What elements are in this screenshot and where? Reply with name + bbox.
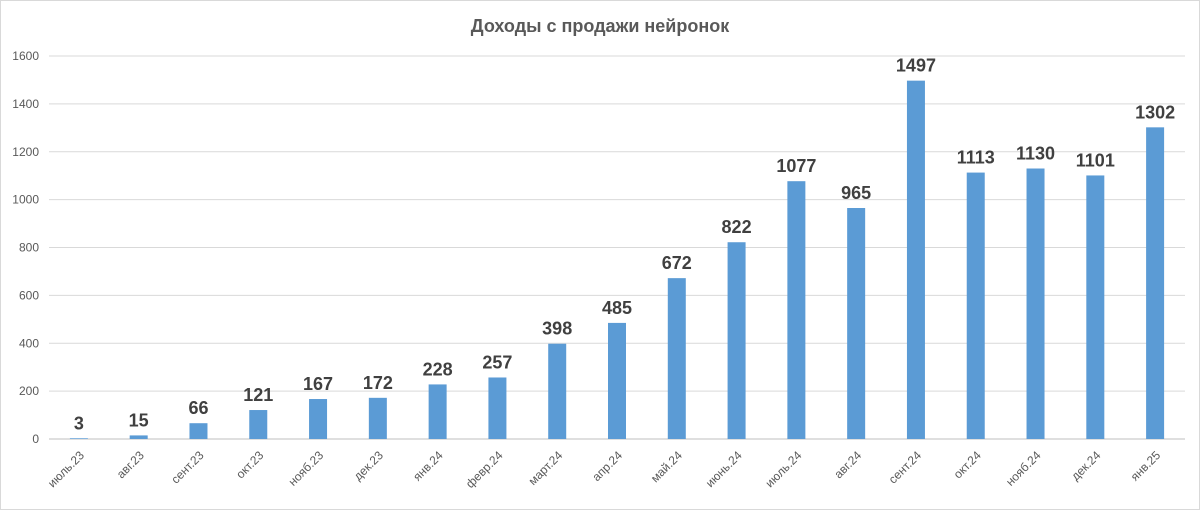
bar bbox=[249, 410, 268, 439]
x-tick-label: апр.24 bbox=[589, 448, 625, 484]
x-tick-label: июнь.24 bbox=[703, 448, 745, 490]
y-tick-label: 200 bbox=[19, 384, 39, 398]
bar bbox=[847, 208, 866, 439]
data-label: 485 bbox=[602, 298, 632, 318]
x-tick-label: июль.23 bbox=[45, 448, 87, 490]
chart-title: Доходы с продажи нейронок bbox=[471, 16, 730, 36]
bar bbox=[608, 322, 626, 439]
data-label: 228 bbox=[423, 359, 453, 379]
x-tick-label: июль.24 bbox=[763, 448, 805, 490]
data-label: 15 bbox=[129, 410, 149, 430]
x-tick-label: нояб.23 bbox=[286, 448, 327, 489]
bar bbox=[1086, 175, 1105, 439]
x-tick-label: янв.25 bbox=[1128, 448, 1164, 484]
data-label: 965 bbox=[841, 183, 871, 203]
y-tick-label: 0 bbox=[32, 432, 39, 446]
data-label: 1302 bbox=[1135, 102, 1175, 122]
bar bbox=[727, 242, 746, 439]
bar bbox=[488, 377, 507, 439]
x-axis-labels: июль.23 авг.23 сент.23 окт.23 нояб.23 дек.23 я… bbox=[45, 448, 1163, 491]
bar bbox=[787, 181, 806, 440]
data-label: 66 bbox=[188, 398, 208, 418]
data-label: 167 bbox=[303, 374, 333, 394]
bar bbox=[548, 343, 567, 439]
x-tick-label: май.24 bbox=[648, 448, 685, 485]
data-label: 3 bbox=[74, 413, 84, 433]
bar bbox=[428, 384, 447, 439]
data-label: 672 bbox=[662, 253, 692, 273]
data-label: 1077 bbox=[776, 156, 816, 176]
data-label: 398 bbox=[542, 319, 572, 339]
bars bbox=[69, 80, 1165, 440]
bar bbox=[1146, 127, 1165, 440]
bar bbox=[69, 438, 88, 439]
data-label: 1130 bbox=[1016, 144, 1055, 164]
x-tick-label: дек.24 bbox=[1068, 448, 1103, 483]
data-label: 121 bbox=[243, 385, 273, 405]
x-tick-label: янв.24 bbox=[410, 448, 446, 484]
bar bbox=[129, 435, 148, 439]
y-tick-label: 600 bbox=[19, 288, 39, 302]
data-label: 822 bbox=[722, 217, 752, 237]
data-label: 172 bbox=[363, 373, 393, 393]
bar bbox=[906, 80, 925, 439]
x-tick-label: окт.24 bbox=[951, 448, 984, 481]
x-tick-label: февр.24 bbox=[463, 448, 506, 491]
x-tick-label: авг.24 bbox=[831, 448, 864, 481]
y-tick-label: 1200 bbox=[12, 145, 39, 159]
y-tick-label: 1600 bbox=[12, 49, 39, 63]
data-label: 1113 bbox=[957, 148, 995, 168]
y-tick-label: 1400 bbox=[12, 97, 39, 111]
y-tick-label: 800 bbox=[19, 241, 39, 255]
x-tick-label: дек.23 bbox=[351, 448, 386, 483]
bar bbox=[1026, 168, 1045, 439]
bar bbox=[667, 278, 686, 439]
x-tick-label: окт.23 bbox=[233, 448, 266, 481]
x-tick-label: нояб.24 bbox=[1003, 448, 1044, 489]
gridlines bbox=[49, 55, 1185, 440]
bar bbox=[368, 397, 387, 439]
y-tick-label: 400 bbox=[19, 336, 39, 350]
y-axis-labels: 0 200 400 600 800 1000 1200 1400 1600 bbox=[12, 49, 39, 446]
x-tick-label: март.24 bbox=[526, 448, 566, 488]
bar bbox=[189, 423, 208, 439]
x-tick-label: авг.23 bbox=[114, 448, 147, 481]
y-tick-label: 1000 bbox=[12, 193, 39, 207]
x-tick-label: сент.24 bbox=[886, 448, 925, 487]
x-tick-label: сент.23 bbox=[168, 448, 207, 487]
bar bbox=[309, 399, 328, 439]
data-label: 1497 bbox=[896, 56, 936, 76]
data-label: 257 bbox=[482, 352, 512, 372]
data-labels: 3 15 66 121 167 172 228 257 398 485 672 822 1077 965 1… bbox=[74, 56, 1175, 434]
bar bbox=[966, 172, 985, 439]
data-label: 1101 bbox=[1076, 150, 1115, 170]
